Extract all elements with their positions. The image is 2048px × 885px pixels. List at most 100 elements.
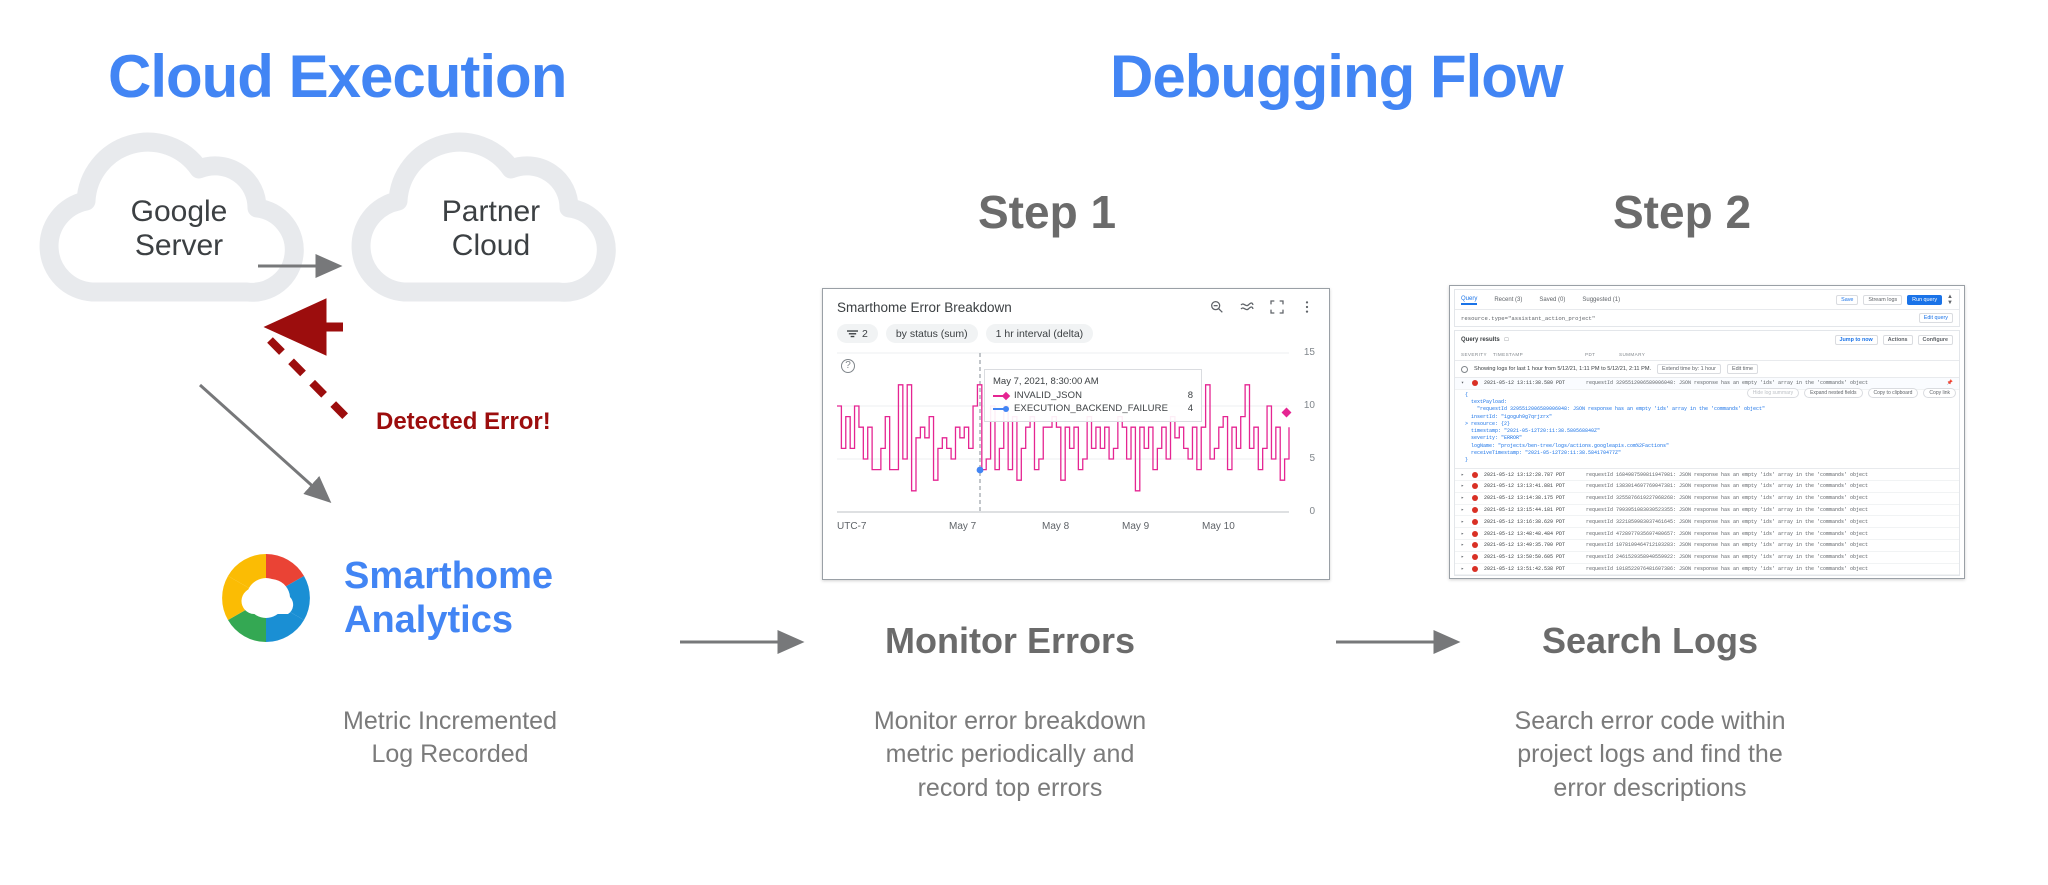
partner-cloud-label: Partner Cloud (441, 195, 541, 262)
tab-suggested[interactable]: Suggested (1) (1582, 297, 1621, 303)
log-timestamp: 2021-05-12 13:14:38.175 PDT (1484, 495, 1566, 502)
chart-lines-icon[interactable] (1239, 299, 1255, 315)
x-tick-may-9: May 9 (1122, 521, 1150, 532)
log-timestamp: 2021-05-12 13:15:44.181 PDT (1484, 507, 1566, 514)
log-entry-row[interactable]: ▸ 2021-05-12 13:49:35.700 PDT requestId 10… (1455, 540, 1959, 552)
smarthome-analytics-brand: Smarthome Analytics (210, 550, 553, 646)
arrow-google-to-analytics (198, 383, 332, 504)
partner-cloud: Partner Cloud (360, 160, 622, 298)
log-entry-row[interactable]: ▸ 2021-05-12 13:12:28.787 PDT requestId 16… (1455, 469, 1959, 482)
log-timestamp: 2021-05-12 13:13:41.881 PDT (1484, 483, 1566, 490)
logs-explorer-card[interactable]: Query Recent (3) Saved (0) Suggested (1)… (1449, 285, 1965, 579)
save-query-button[interactable]: Save (1836, 295, 1859, 305)
severity-error-icon (1472, 518, 1478, 525)
configure-menu-button[interactable]: Configure (1917, 335, 1953, 345)
tab-saved[interactable]: Saved (0) (1539, 297, 1566, 303)
expand-nested-fields-button[interactable]: Expand nested fields (1804, 387, 1863, 398)
query-actions[interactable]: Save Stream logs Run query ▲ ▼ (1836, 294, 1953, 306)
log-entry-row[interactable]: ▸ 2021-05-12 13:16:38.629 PDT requestId 32… (1455, 516, 1959, 529)
expand-caret-icon[interactable]: ▸ (1461, 518, 1465, 525)
run-query-button[interactable]: Run query (1907, 295, 1943, 305)
chip-group-by[interactable]: by status (sum) (885, 324, 978, 343)
query-tabs[interactable]: Query Recent (3) Saved (0) Suggested (1)… (1455, 290, 1959, 306)
x-tick-timezone: UTC-7 (837, 521, 867, 532)
query-panel[interactable]: Query Recent (3) Saved (0) Suggested (1)… (1454, 289, 1960, 327)
actions-menu-button[interactable]: Actions (1882, 335, 1913, 345)
tooltip-value-execution-backend-failure: 4 (1187, 403, 1193, 414)
hide-log-summary-button[interactable]: Hide log summary (1746, 387, 1800, 398)
chip-interval[interactable]: 1 hr interval (delta) (985, 324, 1094, 343)
expand-caret-icon[interactable]: ▸ (1461, 554, 1465, 561)
collapse-caret-icon[interactable]: ▾ (1461, 380, 1465, 387)
tab-recent[interactable]: Recent (3) (1494, 297, 1523, 303)
smarthome-analytics-label: Smarthome Analytics (344, 554, 554, 641)
query-text[interactable]: resource.type="assistant_action_project" (1461, 314, 1596, 322)
log-entry-row[interactable]: ▸ 2021-05-12 13:51:42.538 PDT requestId 10… (1455, 564, 1959, 576)
page-title-cloud-execution: Cloud Execution (108, 43, 567, 110)
chart-plot-area[interactable]: ? 15 10 5 0 UTC-7 May 7 May 8 May 9 May … (837, 347, 1315, 546)
series-line-invalid-json (837, 384, 1290, 492)
tab-query[interactable]: Query (1461, 296, 1478, 305)
end-point-invalid-json-marker (1281, 407, 1292, 418)
severity-error-icon (1472, 554, 1478, 561)
log-entry-row[interactable]: ▸ 2021-05-12 13:15:44.181 PDT requestId 79… (1455, 505, 1959, 517)
log-entry-actions[interactable]: Hide log summary Expand nested fields Co… (1746, 387, 1956, 398)
column-timestamp: TIMESTAMP (1493, 352, 1524, 357)
log-entry-list[interactable]: ▸ 2021-05-12 13:12:28.787 PDT requestId 16… (1455, 469, 1959, 576)
legend-swatch-invalid-json (993, 391, 1011, 400)
expand-caret-icon[interactable]: ▸ (1461, 507, 1465, 514)
results-header: Query results □ Jump to now Actions Conf… (1455, 331, 1959, 349)
log-entry-row[interactable]: ▸ 2021-05-12 13:13:41.881 PDT requestId 13… (1455, 481, 1959, 493)
chart-filter-chips[interactable]: 2 by status (sum) 1 hr interval (delta) (837, 324, 1315, 343)
time-range-banner: Showing logs for last 1 hour from 5/12/2… (1455, 361, 1959, 378)
expand-caret-icon[interactable]: ▸ (1461, 530, 1465, 537)
log-entry-row[interactable]: ▸ 2021-05-12 13:14:38.175 PDT requestId 32… (1455, 493, 1959, 505)
log-entry-expanded[interactable]: ▾ 2021-05-12 13:11:38.580 PDT requestId … (1455, 378, 1959, 390)
info-icon (1461, 365, 1468, 373)
log-summary: requestId 1684987590811947981: JSON resp… (1586, 471, 1869, 478)
expand-caret-icon[interactable]: ▸ (1461, 483, 1465, 490)
severity-error-icon (1472, 495, 1478, 502)
log-timestamp: 2021-05-12 13:16:38.629 PDT (1484, 518, 1566, 525)
log-entry-row[interactable]: ▸ 2021-05-12 13:50:50.605 PDT requestId 24… (1455, 552, 1959, 564)
results-panel[interactable]: Query results □ Jump to now Actions Conf… (1454, 330, 1960, 577)
edit-query-button[interactable]: Edit query (1918, 313, 1953, 323)
dashed-error-connector (267, 337, 350, 421)
jump-to-now-button[interactable]: Jump to now (1834, 335, 1878, 345)
chip-filter-count[interactable]: 2 (837, 324, 878, 343)
collapse-expand-icon[interactable]: ▲ ▼ (1947, 294, 1953, 306)
highlight-point-execution-backend-failure (976, 466, 984, 474)
edit-time-button[interactable]: Edit time (1726, 364, 1758, 374)
log-entry-row[interactable]: ▸ 2021-05-12 13:48:48.484 PDT requestId 47… (1455, 528, 1959, 540)
extend-time-button[interactable]: Extend time by: 1 hour (1657, 364, 1721, 374)
error-breakdown-chart-card[interactable]: Smarthome Error Breakdown 2 by status (s… (822, 288, 1330, 580)
results-actions[interactable]: Jump to now Actions Configure (1834, 335, 1953, 345)
copy-to-clipboard-button[interactable]: Copy to clipboard (1867, 387, 1919, 398)
log-summary: requestId 2461529358940559922: JSON resp… (1586, 554, 1869, 561)
log-timestamp: 2021-05-12 13:12:28.787 PDT (1484, 471, 1566, 478)
expand-caret-icon[interactable]: ▸ (1461, 495, 1465, 502)
fullscreen-icon[interactable] (1269, 299, 1285, 315)
expand-caret-icon[interactable]: ▸ (1461, 542, 1465, 549)
expand-caret-icon[interactable]: ▸ (1461, 471, 1465, 478)
expand-caret-icon[interactable]: ▸ (1461, 565, 1465, 572)
search-zoom-icon[interactable] (1209, 299, 1225, 315)
query-editor-row[interactable]: resource.type="assistant_action_project"… (1455, 309, 1959, 326)
results-expand-icon[interactable]: □ (1504, 337, 1509, 343)
help-icon[interactable]: ? (841, 359, 855, 373)
copy-link-button[interactable]: Copy link (1923, 387, 1956, 398)
search-logs-title: Search Logs (1541, 620, 1759, 661)
chip-group-by-label: by status (sum) (895, 327, 968, 340)
y-tick-0: 0 (1309, 506, 1315, 517)
pin-icon[interactable]: 📌 (1946, 380, 1953, 387)
stream-logs-button[interactable]: Stream logs (1863, 295, 1903, 305)
tooltip-timestamp: May 7, 2021, 8:30:00 AM (993, 376, 1099, 387)
column-timezone[interactable]: PDT (1585, 352, 1596, 357)
more-vert-icon[interactable] (1299, 299, 1315, 315)
column-summary: SUMMARY (1619, 352, 1646, 357)
chart-toolbar[interactable] (1209, 299, 1315, 315)
filter-icon (847, 329, 858, 337)
step-2-title: Step 2 (1613, 186, 1752, 238)
google-server-label: Google Server (130, 195, 228, 262)
tooltip-value-invalid-json: 8 (1187, 390, 1193, 401)
